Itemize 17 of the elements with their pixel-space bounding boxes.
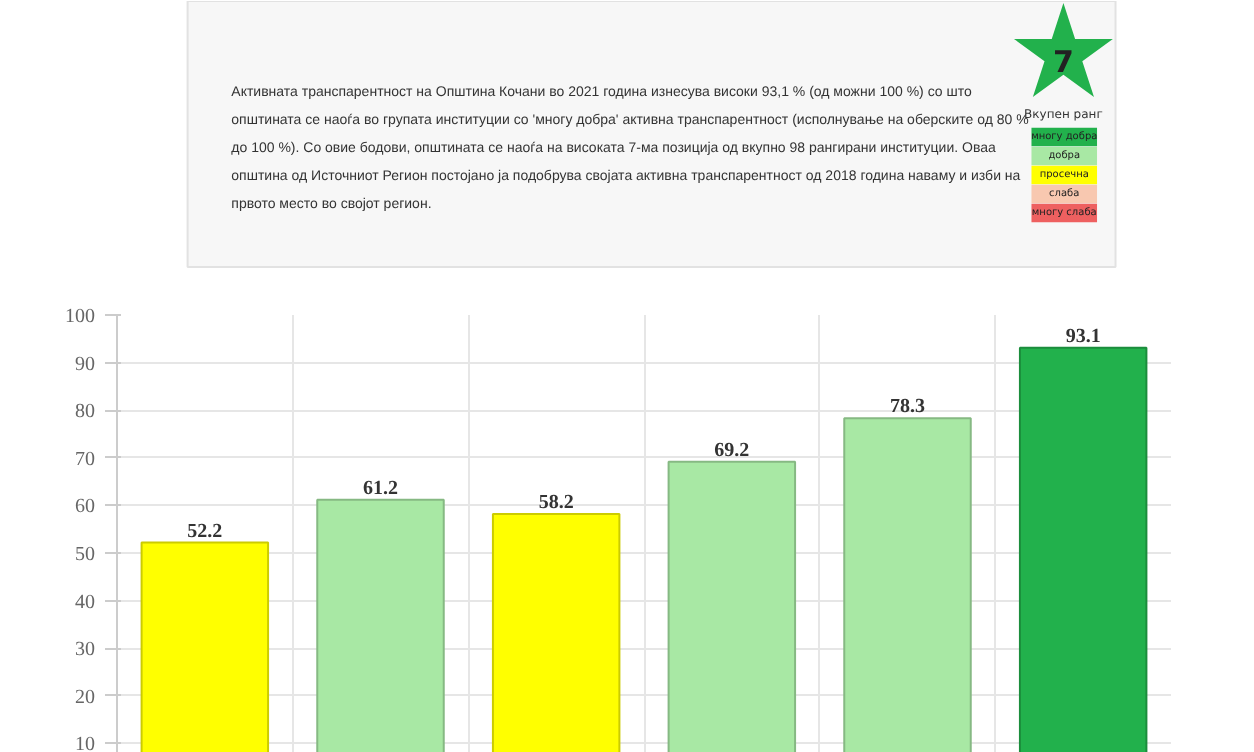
y-tick-label: 50: [75, 544, 95, 567]
data-label: 69.2: [714, 439, 750, 462]
data-label: 93.1: [1065, 325, 1101, 348]
data-label: 61.2: [363, 477, 398, 500]
y-tick-label: 60: [75, 496, 95, 519]
y-tick-label: 40: [75, 591, 95, 614]
y-tick-label: 90: [75, 353, 95, 376]
y-tick-label: 70: [75, 448, 95, 471]
y-tick-label: 20: [75, 686, 95, 709]
data-label: 78.3: [890, 396, 925, 419]
data-label: 58.2: [538, 492, 574, 514]
y-tick-label: 80: [75, 401, 95, 424]
y-tick-label: 100: [65, 306, 95, 328]
y-tick-label: 30: [75, 639, 95, 662]
y-tick-label: 10: [75, 734, 95, 752]
data-label: 52.2: [187, 520, 223, 543]
text: 7: [1052, 44, 1074, 80]
